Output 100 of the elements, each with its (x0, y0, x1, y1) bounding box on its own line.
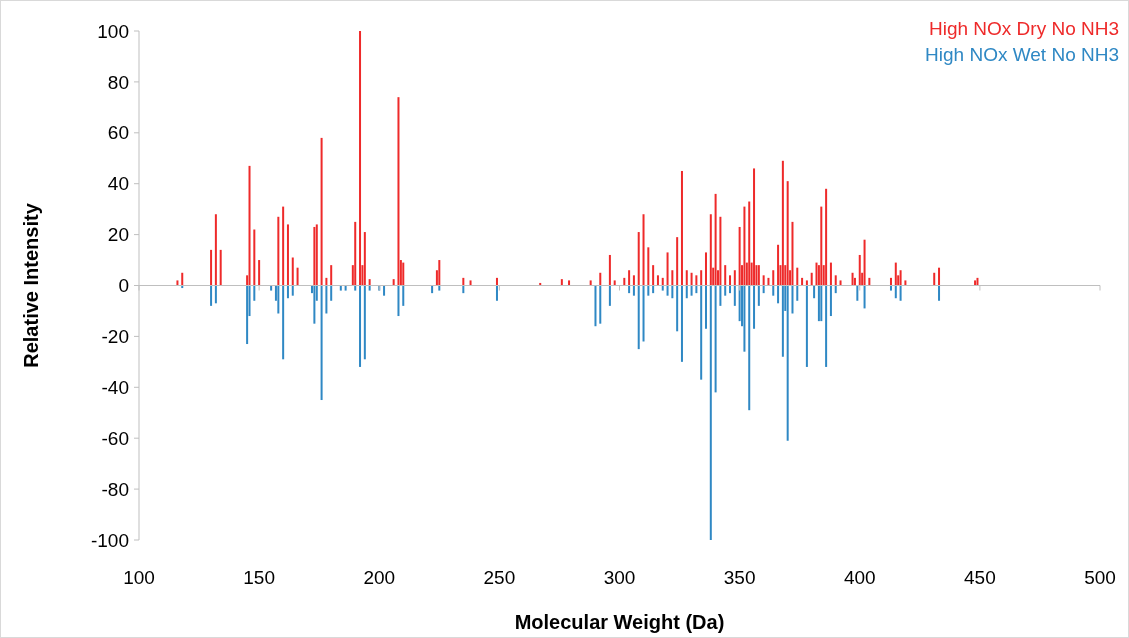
bar (291, 285, 294, 296)
bar (700, 285, 703, 380)
bar (762, 285, 765, 294)
bar (856, 285, 859, 301)
bar (214, 214, 217, 286)
bar (181, 272, 184, 286)
bar (786, 181, 789, 286)
bar (695, 285, 698, 294)
bar (176, 280, 179, 286)
bar (359, 285, 362, 367)
bar (777, 244, 780, 286)
bar (719, 285, 722, 306)
bar (671, 285, 674, 299)
bar (863, 285, 866, 309)
y-tick-label: -20 (101, 326, 129, 348)
bar (757, 285, 760, 306)
bar (363, 232, 366, 286)
bar (462, 277, 465, 286)
bar (894, 262, 897, 286)
bar (695, 275, 698, 286)
bar (642, 285, 645, 342)
bar (724, 265, 727, 286)
bar (738, 226, 741, 286)
y-tick-label: -100 (90, 529, 129, 551)
bar (829, 285, 832, 317)
bar (214, 285, 217, 304)
bar (853, 277, 856, 286)
bar (685, 270, 688, 286)
bar (286, 224, 289, 286)
bar (253, 285, 256, 301)
bar (661, 277, 664, 286)
bar (863, 239, 866, 286)
bar (781, 285, 784, 357)
bar (438, 285, 441, 291)
bar (383, 285, 386, 296)
bar (359, 31, 362, 286)
bar (748, 285, 751, 411)
bar (858, 254, 861, 286)
x-tick-label: 400 (843, 567, 876, 588)
bar (599, 272, 602, 286)
bar (729, 285, 732, 294)
x-tick-label: 200 (363, 567, 396, 588)
bar (815, 262, 818, 286)
bar (462, 285, 465, 294)
text: High NOx Wet No NH3 (925, 44, 1119, 66)
bar (796, 267, 799, 286)
bar (296, 267, 299, 286)
bar (772, 285, 775, 296)
bar (733, 270, 736, 286)
bar (652, 265, 655, 286)
bar (210, 285, 213, 306)
bar (368, 285, 371, 291)
bar (647, 247, 650, 286)
bar (813, 285, 816, 299)
bar (368, 279, 371, 286)
bar (709, 214, 712, 286)
bar (363, 285, 366, 360)
bar (719, 216, 722, 286)
bar (219, 249, 222, 286)
bar (652, 285, 655, 294)
bar (594, 285, 597, 327)
bar (568, 280, 571, 286)
bar (753, 168, 756, 286)
bar (637, 285, 640, 350)
y-tick-label: 80 (107, 71, 129, 93)
bar (291, 257, 294, 286)
bar (246, 285, 249, 345)
bar (777, 285, 780, 304)
bar (632, 285, 635, 296)
bar (642, 214, 645, 286)
y-tick-label: -40 (101, 376, 129, 398)
bar (834, 285, 837, 294)
bar (868, 277, 871, 286)
bar (786, 285, 789, 441)
bar (560, 279, 563, 286)
text: High NOx Dry No NH3 (928, 18, 1119, 40)
bar (469, 280, 472, 286)
x-tick-label: 350 (723, 567, 756, 588)
bar (431, 285, 434, 294)
bar (397, 97, 400, 286)
bar (772, 270, 775, 286)
bar (647, 285, 650, 296)
y-tick-label: 0 (118, 275, 129, 297)
y-tick-label: -80 (101, 478, 129, 500)
x-tick-label: 500 (1084, 567, 1116, 588)
bar (805, 280, 808, 286)
bar (392, 279, 395, 286)
bar (738, 285, 741, 322)
bar (325, 285, 328, 314)
bar (589, 280, 592, 286)
bar (704, 285, 707, 329)
bar (743, 285, 746, 352)
y-tick-label: -60 (101, 427, 129, 449)
bar (339, 285, 342, 291)
bar (690, 285, 693, 296)
bar (801, 277, 804, 286)
bar (258, 260, 261, 286)
bar (825, 188, 828, 286)
bar (753, 285, 756, 329)
x-tick-label: 150 (243, 567, 275, 588)
